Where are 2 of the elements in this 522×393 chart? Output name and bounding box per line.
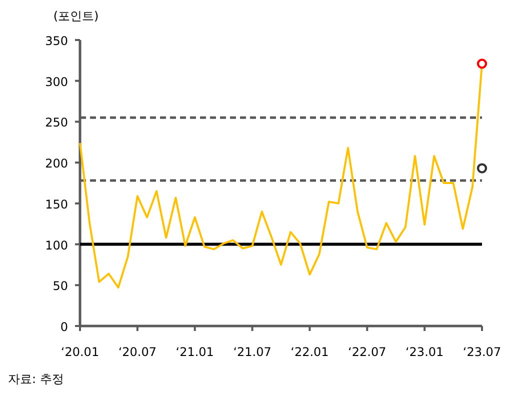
ylabel: (포인트) [53,9,99,23]
annotation: 자료: 추정 [8,372,64,386]
